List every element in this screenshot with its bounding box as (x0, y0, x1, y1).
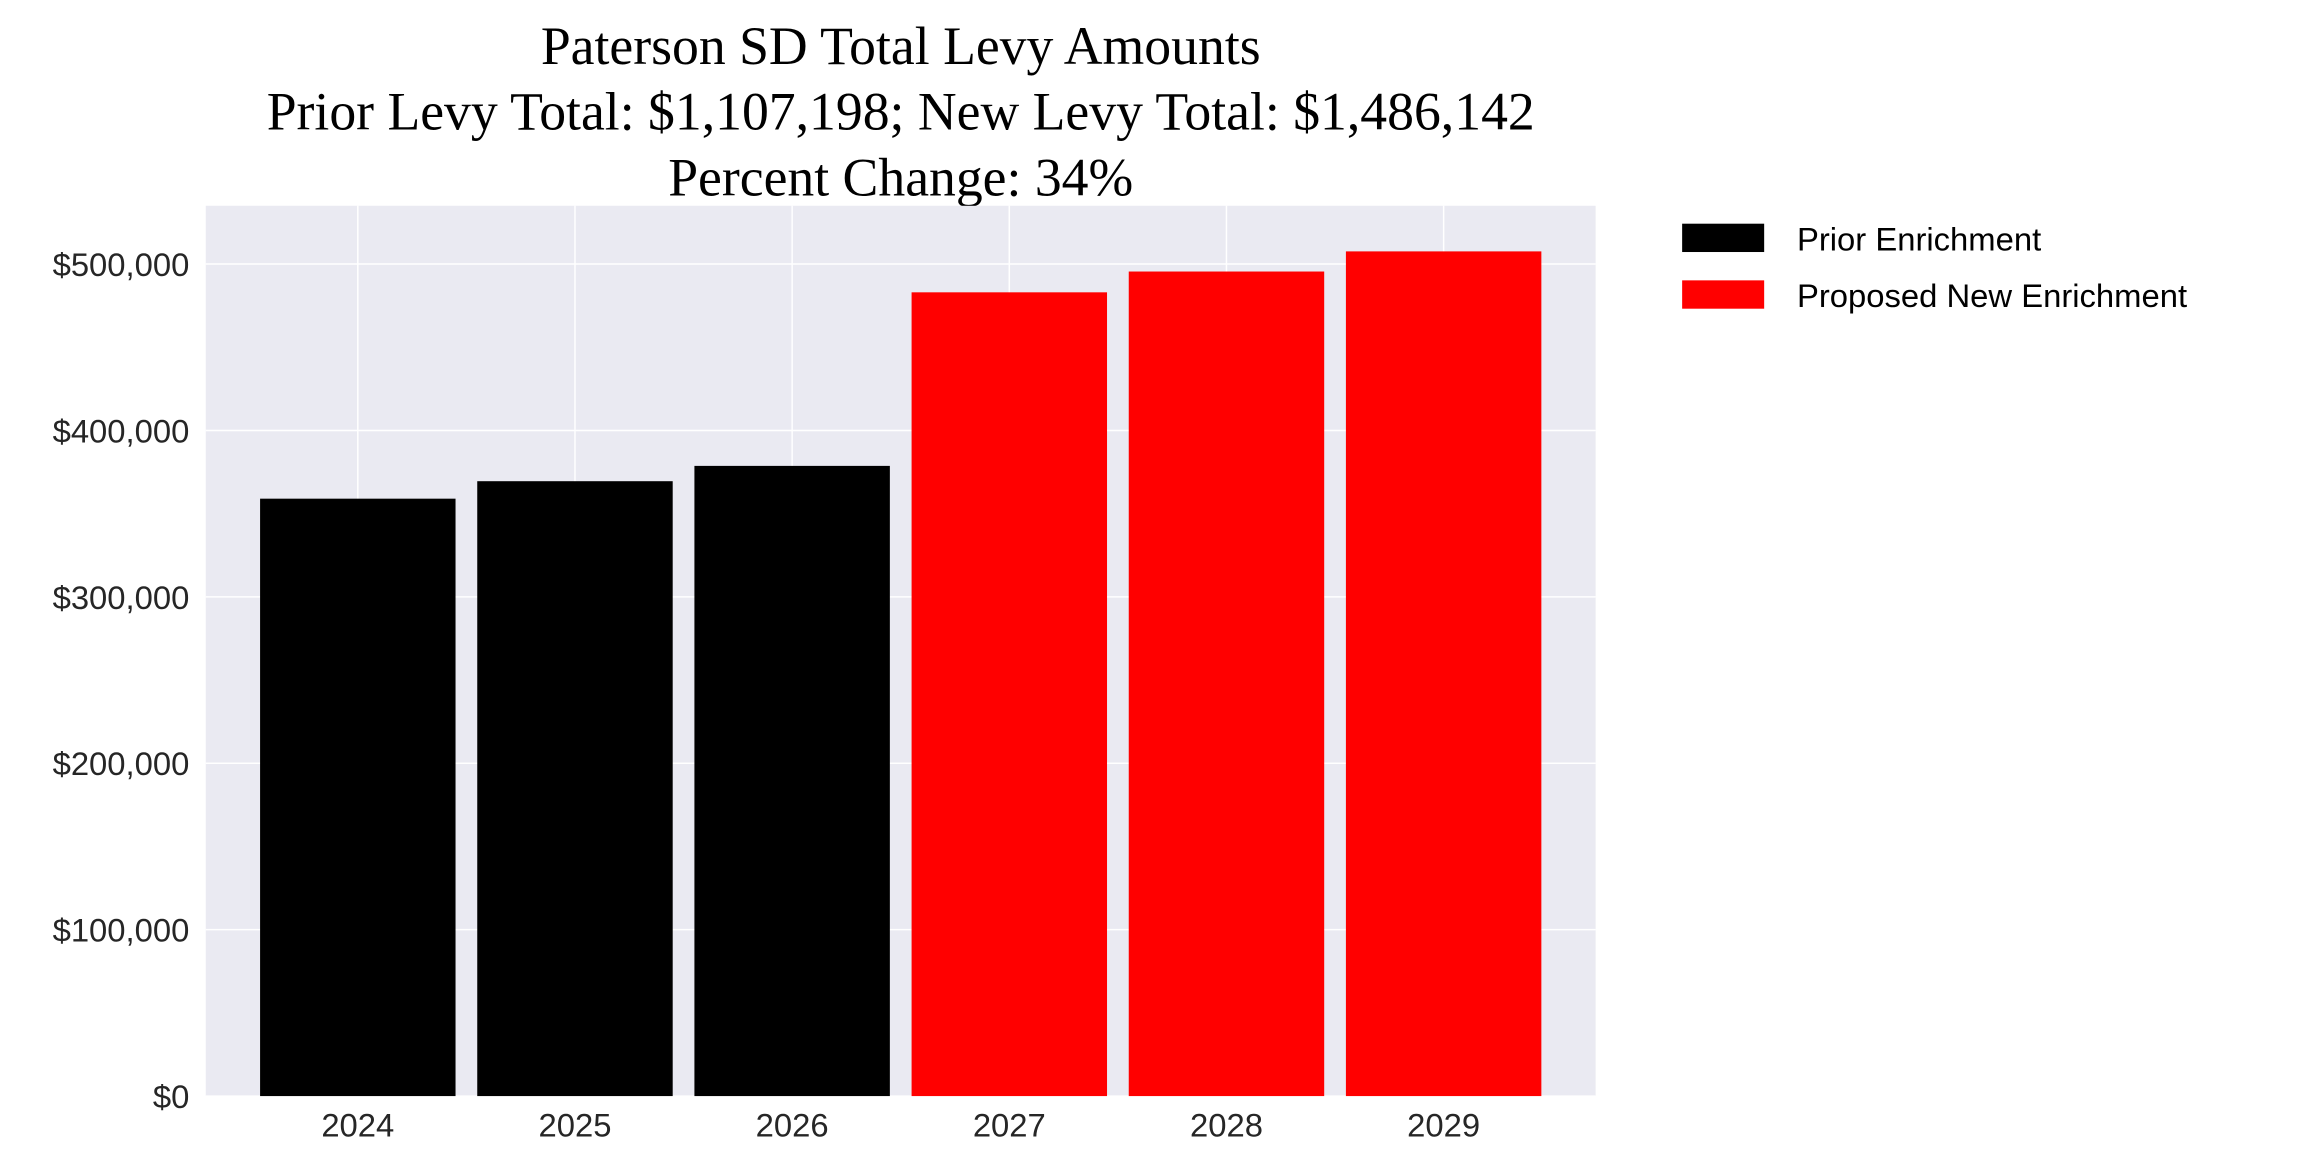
chart-title: Paterson SD Total Levy Amounts (541, 16, 1261, 76)
y-tick-label: $400,000 (53, 412, 190, 449)
x-axis-ticks: 2024 2025 2026 2027 2028 2029 (321, 1106, 1480, 1143)
x-tick-label: 2026 (756, 1106, 829, 1143)
bar-2028 (1128, 271, 1325, 1097)
y-tick-label: $100,000 (53, 912, 190, 949)
chart-subtitle-totals: Prior Levy Total: $1,107,198; New Levy T… (267, 82, 1535, 142)
legend-label-proposed: Proposed New Enrichment (1797, 277, 2187, 314)
legend-swatch-prior (1682, 223, 1765, 253)
x-tick-label: 2024 (321, 1106, 394, 1143)
chart-subtitle-percent: Percent Change: 34% (668, 147, 1133, 207)
x-tick-label: 2025 (538, 1106, 611, 1143)
x-tick-label: 2029 (1407, 1106, 1480, 1143)
y-tick-label: $300,000 (53, 579, 190, 616)
y-axis-ticks: $0 $100,000 $200,000 $300,000 $400,000 $500,0… (53, 246, 190, 1115)
bar-2026 (694, 465, 890, 1097)
bar-2027 (911, 292, 1108, 1097)
legend-swatch-proposed (1682, 280, 1765, 309)
bar-2029 (1345, 251, 1542, 1097)
bars (260, 251, 1542, 1097)
bar-2024 (260, 498, 456, 1097)
legend-label-prior: Prior Enrichment (1797, 221, 2041, 258)
y-tick-label: $200,000 (53, 745, 190, 782)
y-tick-label: $500,000 (53, 246, 190, 283)
x-tick-label: 2028 (1190, 1106, 1263, 1143)
legend: Prior Enrichment Proposed New Enrichment (1682, 221, 2187, 314)
y-tick-label: $0 (153, 1078, 189, 1115)
x-tick-label: 2027 (973, 1106, 1046, 1143)
bar-2025 (477, 481, 673, 1097)
